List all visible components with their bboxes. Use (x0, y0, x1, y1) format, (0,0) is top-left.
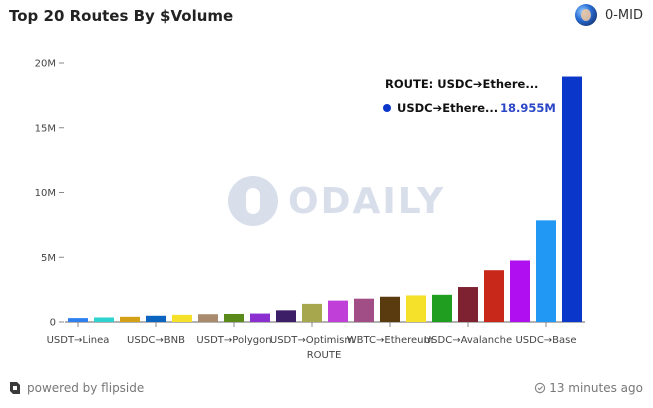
bar (172, 314, 192, 322)
bar (432, 294, 452, 322)
bar (302, 303, 322, 322)
bar (276, 310, 296, 322)
y-tick-label: 20M (35, 59, 56, 70)
bar (94, 317, 114, 322)
y-tick-label: 0 (50, 318, 56, 329)
y-tick-label: 15M (35, 123, 56, 134)
tooltip-series-label: USDC➔Ethere... (397, 101, 499, 115)
chart-tooltip: ROUTE: USDC➔Ethere... USDC➔Ethere... 18.… (377, 70, 556, 126)
watermark: ODAILY (228, 176, 445, 226)
series-dot-icon (383, 104, 391, 112)
bar (328, 300, 348, 322)
x-tick-label: USDT→Optimism (270, 335, 354, 346)
bar (224, 313, 244, 322)
tooltip-row: USDC➔Ethere... 18.955M (383, 101, 556, 115)
bar (562, 76, 582, 323)
y-tick-label: 5M (41, 253, 56, 264)
bar (198, 314, 218, 322)
watermark-text: ODAILY (288, 180, 446, 222)
flipside-logo-icon (10, 382, 20, 394)
x-tick-label: USDT→Polygon (196, 335, 271, 346)
tooltip-heading: ROUTE: USDC➔Ethere... (385, 77, 539, 91)
bar (250, 313, 270, 322)
powered-by-text: powered by flipside (27, 381, 145, 395)
bar (146, 315, 166, 322)
author-badge[interactable]: 0-MID (574, 4, 643, 26)
author-name: 0-MID (604, 7, 643, 23)
odaily-logo-icon (228, 176, 278, 226)
bar (68, 318, 88, 322)
tooltip-value: 18.955M (500, 101, 556, 115)
x-tick-label: USDC→Avalanche (424, 335, 512, 346)
bar (510, 260, 530, 322)
x-tick-label: WBTC→Ethereum (347, 335, 433, 346)
bar (484, 270, 504, 322)
bar (380, 296, 400, 322)
bar (406, 295, 426, 322)
x-tick-label: USDC→BNB (127, 335, 185, 346)
bar (458, 287, 478, 322)
last-updated-text: 13 minutes ago (549, 381, 643, 395)
x-axis-title: ROUTE (307, 350, 342, 361)
bar (354, 298, 374, 322)
bar (120, 316, 140, 322)
y-tick-label: 10M (35, 188, 56, 199)
powered-by-link[interactable]: powered by flipside (8, 381, 144, 395)
x-tick-label: USDC→Base (515, 335, 576, 346)
avatar (574, 4, 597, 26)
chart-title: Top 20 Routes By $Volume (9, 7, 234, 25)
last-updated: 13 minutes ago (534, 381, 643, 395)
refresh-clock-icon (535, 382, 546, 394)
bar (536, 220, 556, 322)
x-tick-label: USDT→Linea (47, 335, 110, 346)
